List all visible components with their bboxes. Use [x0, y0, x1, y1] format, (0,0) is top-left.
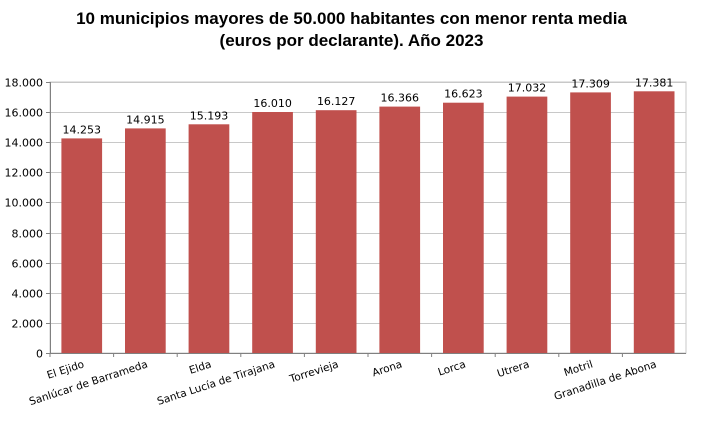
- x-category-label: Sanlúcar de Barrameda: [28, 358, 150, 408]
- x-category-label: Utrera: [496, 358, 531, 380]
- x-category-label: Motril: [563, 358, 595, 379]
- bar: [315, 110, 357, 353]
- bar: [61, 138, 103, 353]
- chart-title-line-2: (euros por declarante). Año 2023: [219, 31, 484, 50]
- y-tick-label: 14.000: [5, 137, 44, 150]
- x-category-label: El Ejido: [45, 358, 85, 381]
- data-label: 16.366: [381, 92, 420, 105]
- x-category-label: Lorca: [437, 358, 468, 378]
- data-label: 15.193: [190, 109, 229, 122]
- y-tick-label: 10.000: [5, 197, 44, 210]
- data-label: 16.127: [317, 95, 356, 108]
- x-category-label: Torrevieja: [287, 358, 340, 385]
- x-category-label: Elda: [188, 358, 213, 376]
- bar: [188, 124, 230, 353]
- bar: [125, 128, 166, 353]
- y-tick-label: 12.000: [5, 167, 44, 180]
- y-tick-label: 6.000: [12, 258, 44, 271]
- y-tick-label: 16.000: [5, 107, 44, 120]
- bar: [506, 96, 548, 353]
- data-label: 17.309: [571, 77, 610, 90]
- bar: [633, 91, 675, 354]
- data-label: 17.381: [635, 76, 674, 89]
- bar: [443, 102, 484, 353]
- x-category-label: Arona: [371, 358, 404, 379]
- y-tick-label: 8.000: [12, 228, 44, 241]
- y-tick-label: 2.000: [12, 318, 44, 331]
- bar: [379, 106, 421, 353]
- data-label: 14.253: [63, 123, 102, 136]
- x-category-label: Santa Lucía de Tirajana: [156, 358, 277, 407]
- chart-title: 10 municipios mayores de 50.000 habitant…: [0, 8, 703, 52]
- y-tick-label: 4.000: [12, 288, 44, 301]
- bar: [570, 92, 611, 354]
- data-label: 16.010: [253, 97, 292, 110]
- chart-title-line-1: 10 municipios mayores de 50.000 habitant…: [76, 9, 627, 28]
- data-label: 16.623: [444, 88, 483, 101]
- data-label: 14.915: [126, 113, 165, 126]
- data-label: 17.032: [508, 82, 547, 95]
- y-tick-label: 18.000: [5, 77, 44, 90]
- y-tick-label: 0: [36, 348, 43, 361]
- bar: [252, 112, 293, 353]
